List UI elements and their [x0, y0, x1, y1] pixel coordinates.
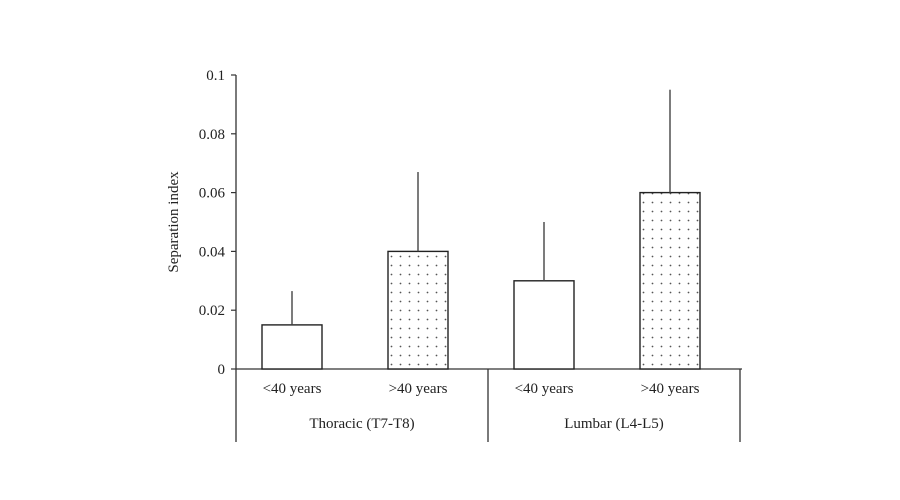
group-label: Thoracic (T7-T8)	[309, 416, 414, 432]
bars	[261, 191, 701, 370]
y-ticks: 0 0.02 0.04 0.06 0.08 0.1	[199, 68, 236, 378]
y-axis-title: Separation index	[166, 171, 182, 273]
bar-thoracic-under-40	[261, 324, 323, 370]
bar-lumbar-under-40	[513, 280, 575, 370]
y-tick-label: 0.02	[199, 303, 225, 319]
y-tick-label: 0.04	[199, 244, 226, 260]
bar-thoracic-over-40	[387, 250, 449, 370]
y-tick-label: 0	[218, 362, 226, 378]
bar-lumbar-over-40	[639, 191, 701, 370]
category-label: <40 years	[515, 381, 574, 397]
category-label: >40 years	[641, 381, 700, 397]
y-tick-label: 0.08	[199, 127, 225, 143]
category-labels: <40 years >40 years <40 years >40 years	[263, 381, 700, 397]
error-bars	[291, 89, 671, 325]
y-tick-label: 0.1	[206, 68, 225, 84]
category-label: <40 years	[263, 381, 322, 397]
group-label: Lumbar (L4-L5)	[564, 416, 664, 432]
category-label: >40 years	[389, 381, 448, 397]
y-tick-label: 0.06	[199, 186, 226, 202]
group-labels: Thoracic (T7-T8) Lumbar (L4-L5)	[309, 416, 663, 432]
